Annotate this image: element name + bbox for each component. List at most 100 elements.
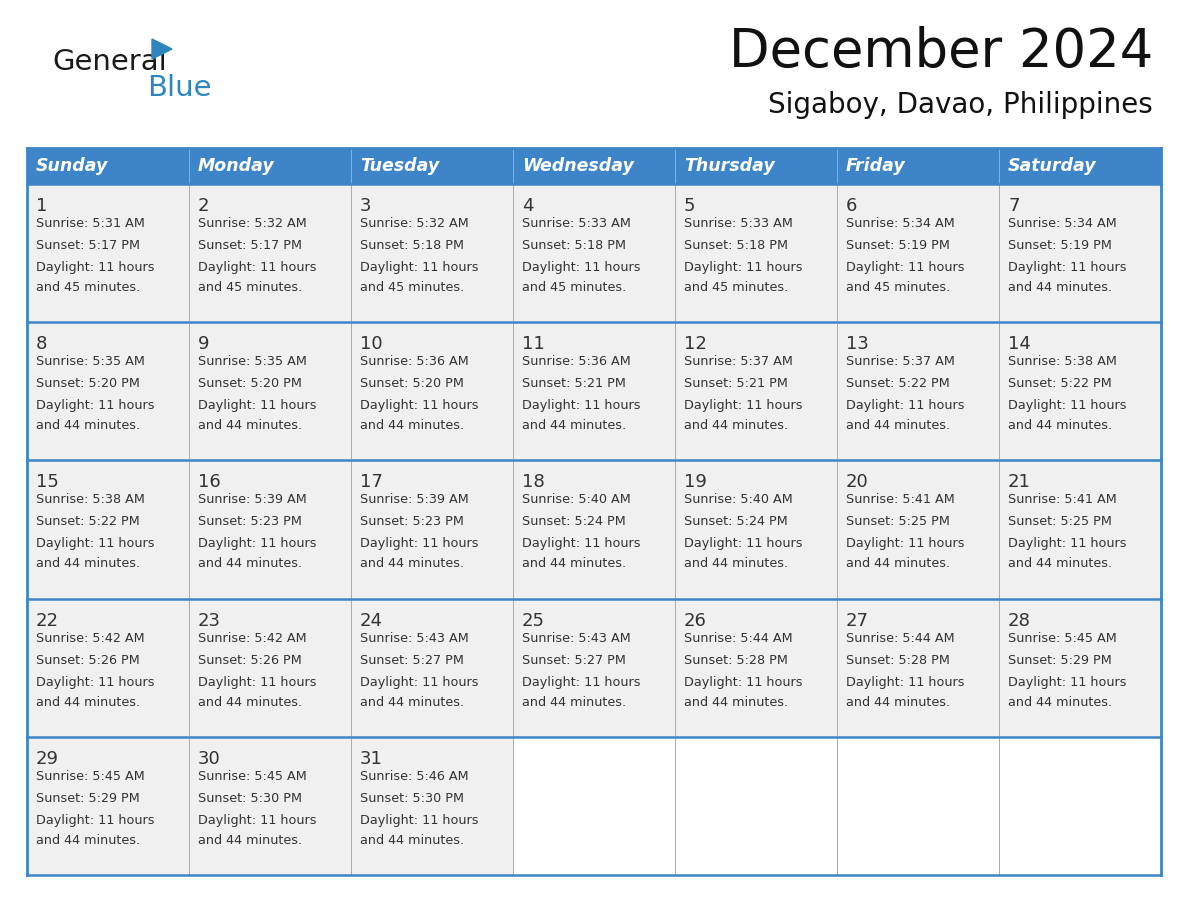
Text: and 44 minutes.: and 44 minutes. [684,557,788,570]
Text: and 44 minutes.: and 44 minutes. [36,834,140,846]
Bar [675,599,838,737]
Text: 19: 19 [684,474,707,491]
Text: Daylight: 11 hours: Daylight: 11 hours [360,676,479,688]
Text: Sunset: 5:21 PM: Sunset: 5:21 PM [522,377,626,390]
Text: Sunset: 5:18 PM: Sunset: 5:18 PM [522,239,626,252]
Text: 27: 27 [846,611,868,630]
Text: Sunset: 5:27 PM: Sunset: 5:27 PM [360,654,463,666]
Text: and 44 minutes.: and 44 minutes. [36,557,140,570]
Text: Daylight: 11 hours: Daylight: 11 hours [198,813,316,827]
Bar [350,737,513,875]
Text: 10: 10 [360,335,383,353]
Text: Sunrise: 5:40 AM: Sunrise: 5:40 AM [522,493,631,507]
Text: Sunset: 5:28 PM: Sunset: 5:28 PM [684,654,788,666]
Bar [189,184,350,322]
Text: Daylight: 11 hours: Daylight: 11 hours [684,537,803,551]
Bar [350,148,513,184]
Text: Daylight: 11 hours: Daylight: 11 hours [36,813,154,827]
Text: and 44 minutes.: and 44 minutes. [360,557,465,570]
Text: Sunset: 5:20 PM: Sunset: 5:20 PM [360,377,463,390]
Text: 22: 22 [36,611,59,630]
Bar [27,148,189,184]
Text: Sunrise: 5:45 AM: Sunrise: 5:45 AM [1007,632,1117,644]
Text: and 44 minutes.: and 44 minutes. [522,420,626,432]
Bar [189,148,350,184]
Text: Sunrise: 5:41 AM: Sunrise: 5:41 AM [846,493,955,507]
Text: 17: 17 [360,474,383,491]
Text: Daylight: 11 hours: Daylight: 11 hours [36,537,154,551]
Text: 9: 9 [198,335,209,353]
Text: Sunset: 5:18 PM: Sunset: 5:18 PM [360,239,465,252]
Text: Blue: Blue [147,74,211,102]
Polygon shape [152,39,172,59]
Text: Sunset: 5:22 PM: Sunset: 5:22 PM [36,515,140,529]
Text: Sunset: 5:24 PM: Sunset: 5:24 PM [684,515,788,529]
Bar [999,184,1161,322]
Text: Sunset: 5:19 PM: Sunset: 5:19 PM [1007,239,1112,252]
Text: Daylight: 11 hours: Daylight: 11 hours [1007,676,1126,688]
Text: 7: 7 [1007,197,1019,215]
Text: Tuesday: Tuesday [360,157,440,175]
Text: and 44 minutes.: and 44 minutes. [846,696,950,709]
Text: Sigaboy, Davao, Philippines: Sigaboy, Davao, Philippines [769,91,1154,119]
Text: and 44 minutes.: and 44 minutes. [1007,696,1112,709]
Text: Daylight: 11 hours: Daylight: 11 hours [684,399,803,412]
Text: 25: 25 [522,611,545,630]
Text: Sunrise: 5:38 AM: Sunrise: 5:38 AM [1007,355,1117,368]
Text: 29: 29 [36,750,59,767]
Text: Daylight: 11 hours: Daylight: 11 hours [522,676,640,688]
Bar [838,599,999,737]
Text: 11: 11 [522,335,545,353]
Text: Daylight: 11 hours: Daylight: 11 hours [846,261,965,274]
Text: Daylight: 11 hours: Daylight: 11 hours [36,676,154,688]
Text: 16: 16 [198,474,221,491]
Text: Sunrise: 5:31 AM: Sunrise: 5:31 AM [36,217,145,230]
Text: General: General [52,48,166,76]
Bar [675,184,838,322]
Text: Sunset: 5:25 PM: Sunset: 5:25 PM [1007,515,1112,529]
Text: 6: 6 [846,197,858,215]
Text: Sunset: 5:23 PM: Sunset: 5:23 PM [360,515,463,529]
Text: and 44 minutes.: and 44 minutes. [522,696,626,709]
Bar [513,322,675,461]
Bar [189,599,350,737]
Text: Sunset: 5:26 PM: Sunset: 5:26 PM [36,654,140,666]
Bar [350,461,513,599]
Text: Daylight: 11 hours: Daylight: 11 hours [360,399,479,412]
Text: 20: 20 [846,474,868,491]
Bar [189,737,350,875]
Text: Sunrise: 5:42 AM: Sunrise: 5:42 AM [198,632,307,644]
Text: and 44 minutes.: and 44 minutes. [360,420,465,432]
Text: 28: 28 [1007,611,1031,630]
Text: 15: 15 [36,474,59,491]
Text: Sunset: 5:23 PM: Sunset: 5:23 PM [198,515,302,529]
Text: 18: 18 [522,474,545,491]
Text: and 45 minutes.: and 45 minutes. [360,281,465,294]
Text: Daylight: 11 hours: Daylight: 11 hours [846,537,965,551]
Bar [999,737,1161,875]
Text: December 2024: December 2024 [728,26,1154,78]
Text: 2: 2 [198,197,209,215]
Text: Sunset: 5:26 PM: Sunset: 5:26 PM [198,654,302,666]
Bar [350,184,513,322]
Text: Sunset: 5:17 PM: Sunset: 5:17 PM [36,239,140,252]
Text: 1: 1 [36,197,48,215]
Text: Sunset: 5:30 PM: Sunset: 5:30 PM [360,792,465,805]
Text: and 44 minutes.: and 44 minutes. [1007,557,1112,570]
Text: Sunset: 5:29 PM: Sunset: 5:29 PM [1007,654,1112,666]
Text: Sunrise: 5:46 AM: Sunrise: 5:46 AM [360,770,468,783]
Text: Sunrise: 5:33 AM: Sunrise: 5:33 AM [684,217,792,230]
Text: 31: 31 [360,750,383,767]
Bar [675,461,838,599]
Bar [999,322,1161,461]
Text: 23: 23 [198,611,221,630]
Text: Sunrise: 5:45 AM: Sunrise: 5:45 AM [36,770,145,783]
Text: Sunrise: 5:36 AM: Sunrise: 5:36 AM [360,355,469,368]
Text: Friday: Friday [846,157,905,175]
Text: and 44 minutes.: and 44 minutes. [684,420,788,432]
Text: Sunrise: 5:34 AM: Sunrise: 5:34 AM [1007,217,1117,230]
Bar [513,737,675,875]
Text: Daylight: 11 hours: Daylight: 11 hours [846,399,965,412]
Bar [838,148,999,184]
Text: 14: 14 [1007,335,1031,353]
